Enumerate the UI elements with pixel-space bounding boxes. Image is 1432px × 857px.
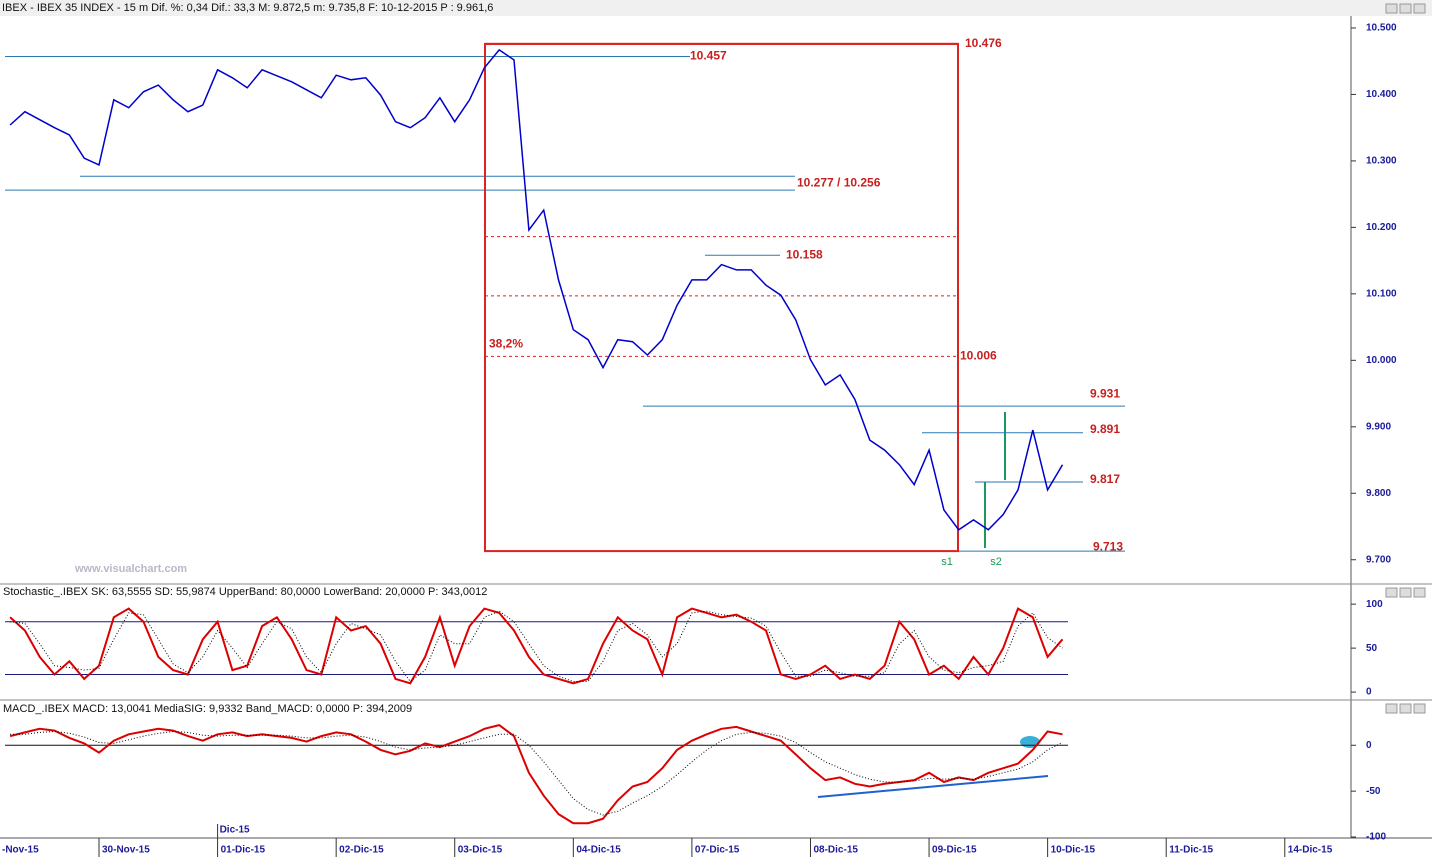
- panel-buttons: [1385, 3, 1426, 714]
- x-tick-label: 11-Dic-15: [1169, 845, 1213, 856]
- button[interactable]: [1399, 3, 1412, 14]
- y-tick-label: 10.200: [1366, 222, 1397, 233]
- y-tick-label: 10.000: [1366, 355, 1397, 366]
- y-tick-label: 0: [1366, 687, 1372, 698]
- x-tick-label: 07-Dic-15: [695, 845, 740, 856]
- series-line: [10, 730, 1063, 816]
- panel-title: Stochastic_.IBEX SK: 63,5555 SD: 55,9874…: [3, 586, 487, 598]
- series-line: [9, 48, 1064, 531]
- series-line: [9, 724, 1063, 825]
- signal-label: s2: [990, 556, 1002, 568]
- annotation: 10.006: [960, 349, 997, 363]
- trend-line: [817, 775, 1049, 798]
- panel-title: MACD_.IBEX MACD: 13,0041 MediaSIG: 9,933…: [3, 703, 412, 715]
- y-tick-label: 9.900: [1366, 421, 1391, 432]
- y-tick-label: 9.700: [1366, 554, 1391, 565]
- x-tick-label: 01-Dic-15: [221, 845, 266, 856]
- x-tick-label: 30-Nov-15: [102, 845, 150, 856]
- y-tick-label: 10.500: [1366, 23, 1397, 34]
- annotation: 9.713: [1093, 539, 1123, 553]
- series-line: [10, 610, 1063, 683]
- annotation: 10.277 / 10.256: [797, 175, 881, 189]
- y-tick-label: 9.800: [1366, 488, 1391, 499]
- fib-label: 38,2%: [489, 337, 523, 351]
- annotation: 10.457: [690, 49, 727, 63]
- annotation: 10.476: [965, 36, 1002, 50]
- y-tick-label: 50: [1366, 643, 1378, 654]
- y-tick-label: -100: [1366, 832, 1386, 843]
- button[interactable]: [1413, 703, 1426, 714]
- signal-label: s1: [941, 556, 953, 568]
- x-tick-label: 03-Dic-15: [458, 845, 503, 856]
- range-box: [484, 42, 959, 553]
- y-tick-label: -50: [1366, 786, 1381, 797]
- annotation: 9.891: [1090, 422, 1120, 436]
- x-tick-label: -Nov-15: [2, 845, 39, 856]
- button[interactable]: [1413, 587, 1426, 598]
- annotation: 9.931: [1090, 386, 1120, 400]
- month-label: Dic-15: [220, 825, 250, 836]
- x-tick-label: 10-Dic-15: [1051, 845, 1096, 856]
- y-tick-label: 10.300: [1366, 156, 1397, 167]
- y-tick-label: 100: [1366, 599, 1383, 610]
- x-tick-label: 04-Dic-15: [576, 845, 621, 856]
- y-tick-label: 10.400: [1366, 89, 1397, 100]
- watermark: www.visualchart.com: [74, 563, 187, 575]
- button[interactable]: [1385, 703, 1398, 714]
- button[interactable]: [1385, 3, 1398, 14]
- x-tick-label: 09-Dic-15: [932, 845, 977, 856]
- header-bar: [0, 0, 1432, 16]
- header-text: IBEX - IBEX 35 INDEX - 15 m Dif. %: 0,34…: [2, 2, 493, 14]
- button[interactable]: [1385, 587, 1398, 598]
- button[interactable]: [1413, 3, 1426, 14]
- x-tick-label: 14-Dic-15: [1288, 845, 1333, 856]
- y-tick-label: 10.100: [1366, 288, 1397, 299]
- x-tick-label: 08-Dic-15: [813, 845, 858, 856]
- button[interactable]: [1399, 703, 1412, 714]
- annotation: 9.817: [1090, 472, 1120, 486]
- button[interactable]: [1399, 587, 1412, 598]
- series-line: [9, 607, 1064, 685]
- y-tick-label: 0: [1366, 740, 1372, 751]
- x-tick-label: 02-Dic-15: [339, 845, 384, 856]
- annotation: 10.158: [786, 247, 823, 261]
